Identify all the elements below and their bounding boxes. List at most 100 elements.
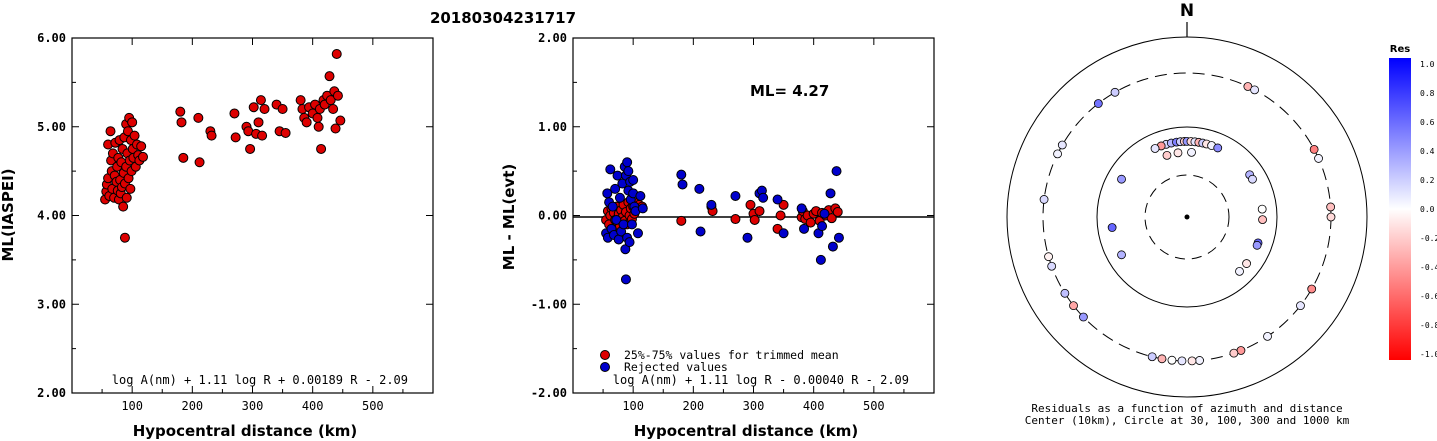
plot-frame-ml — [71, 37, 434, 394]
rejected-residual-point — [614, 192, 625, 203]
azimuth-residual-point — [1047, 261, 1057, 271]
rejected-residual-point — [620, 274, 631, 285]
rejected-residual-point — [623, 166, 634, 177]
azimuth-residual-point — [1093, 99, 1103, 108]
rejected-residual-point — [825, 188, 836, 199]
rejected-residual-point — [605, 164, 616, 175]
ml-data-point — [125, 183, 136, 194]
ml-data-point — [137, 151, 148, 162]
ml-data-point — [295, 95, 306, 106]
ml-data-point — [121, 192, 132, 203]
ml-data-point — [332, 90, 343, 101]
ml-data-point — [194, 157, 205, 168]
ml-data-point — [129, 130, 140, 141]
ml-data-point — [324, 71, 335, 82]
ml-data-point — [335, 115, 346, 126]
rejected-residual-point — [618, 219, 629, 230]
colorbar-tick-label: -0.2 — [1420, 234, 1437, 243]
y-tick-label: 5.00 — [37, 120, 66, 134]
rejected-residual-point — [632, 228, 643, 239]
rejected-residual-point — [695, 226, 706, 237]
azimuth-caption-2: Center (10km), Circle at 30, 100, 300 an… — [1025, 414, 1350, 427]
x-tick-label: 100 — [121, 399, 143, 413]
azimuth-residual-point — [1252, 240, 1262, 250]
rejected-residual-point — [799, 223, 810, 234]
colorbar-tick-label: 0.6 — [1420, 118, 1435, 127]
azimuth-residual-point — [1229, 348, 1239, 358]
xlabel-ml: Hypocentral distance (km) — [133, 422, 358, 440]
center-dot — [1184, 214, 1190, 220]
ml-data-point — [119, 232, 130, 243]
rejected-residual-point — [772, 194, 783, 205]
y-tick-label: 2.00 — [538, 31, 567, 45]
x-tick-label: 400 — [302, 399, 324, 413]
ml-data-point — [118, 201, 129, 212]
x-tick-label: 300 — [743, 399, 765, 413]
azimuth-residual-point — [1307, 284, 1317, 294]
rejected-residual-point — [611, 214, 622, 225]
ml-data-point — [280, 127, 291, 138]
x-tick-label: 500 — [362, 399, 384, 413]
rejected-residual-point — [607, 201, 618, 212]
colorbar-tick-label: 0.0 — [1420, 205, 1435, 214]
azimuth-residual-point — [1150, 144, 1160, 153]
y-tick-label: 0.00 — [538, 209, 567, 223]
ml-data-point — [255, 95, 266, 106]
azimuth-residual-point — [1057, 140, 1067, 150]
colorbar-tick-label: -0.8 — [1420, 321, 1437, 330]
azimuth-residual-point — [1044, 252, 1053, 262]
x-tick-label: 500 — [863, 399, 885, 413]
azimuth-residual-point — [1263, 331, 1272, 341]
rejected-residual-point — [778, 228, 789, 239]
azimuth-residual-point — [1195, 356, 1204, 365]
azimuth-residual-point — [1110, 87, 1120, 97]
rejected-residual-point — [796, 203, 807, 214]
azimuth-residual-point — [1187, 356, 1197, 366]
y-tick-label: -1.00 — [531, 297, 567, 311]
x-tick-label: 400 — [803, 399, 825, 413]
y-tick-label: 3.00 — [37, 297, 66, 311]
ml-data-point — [253, 117, 264, 128]
formula-residual: log A(nm) + 1.11 log R - 0.00040 R - 2.0… — [613, 373, 909, 387]
colorbar-gradient — [1389, 58, 1411, 360]
azimuth-residual-point — [1326, 202, 1336, 212]
y-tick-label: 6.00 — [37, 31, 66, 45]
rejected-residual-point — [742, 232, 753, 243]
formula-ml: log A(nm) + 1.11 log R + 0.00189 R - 2.0… — [112, 373, 408, 387]
trimmed-residual-point — [832, 206, 843, 217]
azimuth-residual-point — [1117, 250, 1126, 260]
rejected-residual-point — [622, 157, 633, 168]
trimmed-residual-point — [754, 206, 765, 217]
azimuth-residual-point — [1248, 174, 1257, 184]
x-tick-label: 200 — [682, 399, 704, 413]
ml-data-point — [175, 106, 186, 117]
azimuth-residual-point — [1235, 266, 1244, 276]
legend-marker-rejected — [600, 362, 610, 372]
azimuth-residual-point — [1069, 301, 1078, 311]
azimuth-residual-point — [1314, 154, 1323, 163]
colorbar-tick-label: 1.0 — [1420, 60, 1435, 69]
ml-data-point — [331, 48, 342, 59]
trimmed-residual-point — [826, 213, 837, 224]
colorbar-tick-label: 0.8 — [1420, 89, 1435, 98]
rejected-residual-point — [758, 192, 769, 203]
ml-data-point — [277, 104, 288, 114]
rejected-residual-point — [637, 203, 648, 214]
colorbar-tick-label: 0.4 — [1420, 147, 1435, 156]
rejected-residual-point — [626, 219, 637, 230]
azimuth-residual-point — [1147, 352, 1157, 362]
north-label: N — [1180, 1, 1194, 21]
ml-data-point — [105, 126, 116, 137]
ml-annotation: ML= 4.27 — [750, 82, 829, 100]
colorbar-title: Res — [1390, 44, 1410, 55]
rejected-residual-point — [676, 169, 687, 180]
colorbar-tick-label: -0.4 — [1420, 263, 1437, 272]
azimuth-residual-point — [1053, 149, 1062, 159]
rejected-residual-point — [827, 241, 838, 252]
x-tick-label: 100 — [622, 399, 644, 413]
ml-data-point — [328, 104, 339, 114]
ml-data-point — [230, 132, 241, 143]
azimuth-residual-point — [1079, 312, 1088, 322]
azimuth-residual-point — [1326, 212, 1336, 222]
figure-title: 20180304231717 — [430, 9, 576, 27]
